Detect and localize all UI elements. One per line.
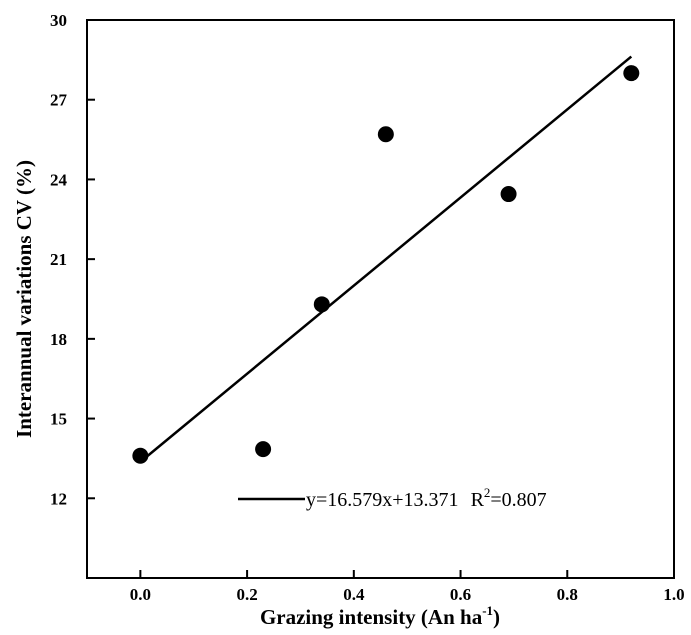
- x-tick-label: 0.0: [130, 585, 151, 604]
- legend: y=16.579x+13.371 R2=0.807: [238, 485, 547, 511]
- y-tick-label: 30: [50, 11, 67, 30]
- y-tick-label: 18: [50, 330, 67, 349]
- x-tick-label: 1.0: [663, 585, 684, 604]
- y-tick-label: 15: [50, 410, 67, 429]
- legend-equation: y=16.579x+13.371: [306, 489, 459, 511]
- x-axis-title: Grazing intensity (An ha-1): [260, 603, 500, 629]
- y-tick-label: 27: [50, 91, 68, 110]
- x-axis-title-main: Grazing intensity (An ha: [260, 605, 483, 629]
- data-points: [132, 65, 640, 464]
- legend-label: y=16.579x+13.371 R2=0.807: [306, 485, 547, 511]
- data-point: [500, 186, 517, 203]
- y-tick-label: 12: [50, 489, 67, 508]
- x-tick-label: 0.2: [236, 585, 257, 604]
- x-axis-title-end: ): [493, 605, 500, 629]
- x-tick-label: 0.4: [343, 585, 365, 604]
- legend-r2-value: =0.807: [490, 489, 546, 511]
- x-tick-label: 0.8: [557, 585, 578, 604]
- regression-line: [139, 55, 633, 463]
- x-tick-label: 0.6: [450, 585, 471, 604]
- data-point: [132, 447, 149, 464]
- x-axis-title-sup: -1: [482, 603, 493, 618]
- legend-r2-prefix: R: [471, 489, 485, 511]
- y-tick-label: 24: [50, 170, 68, 189]
- x-axis-ticks: 0.0 0.2 0.4 0.6 0.8 1.0: [130, 570, 685, 604]
- data-point: [623, 65, 640, 82]
- data-point: [313, 296, 330, 313]
- y-axis-title: Interannual variations CV (%): [12, 160, 36, 438]
- data-point: [255, 441, 272, 458]
- y-axis-ticks: 12 15 18 21 24 27 30: [50, 11, 95, 508]
- data-point: [377, 126, 394, 143]
- y-tick-label: 21: [50, 250, 67, 269]
- plot-frame: [86, 19, 675, 579]
- legend-r2-sup: 2: [484, 485, 491, 500]
